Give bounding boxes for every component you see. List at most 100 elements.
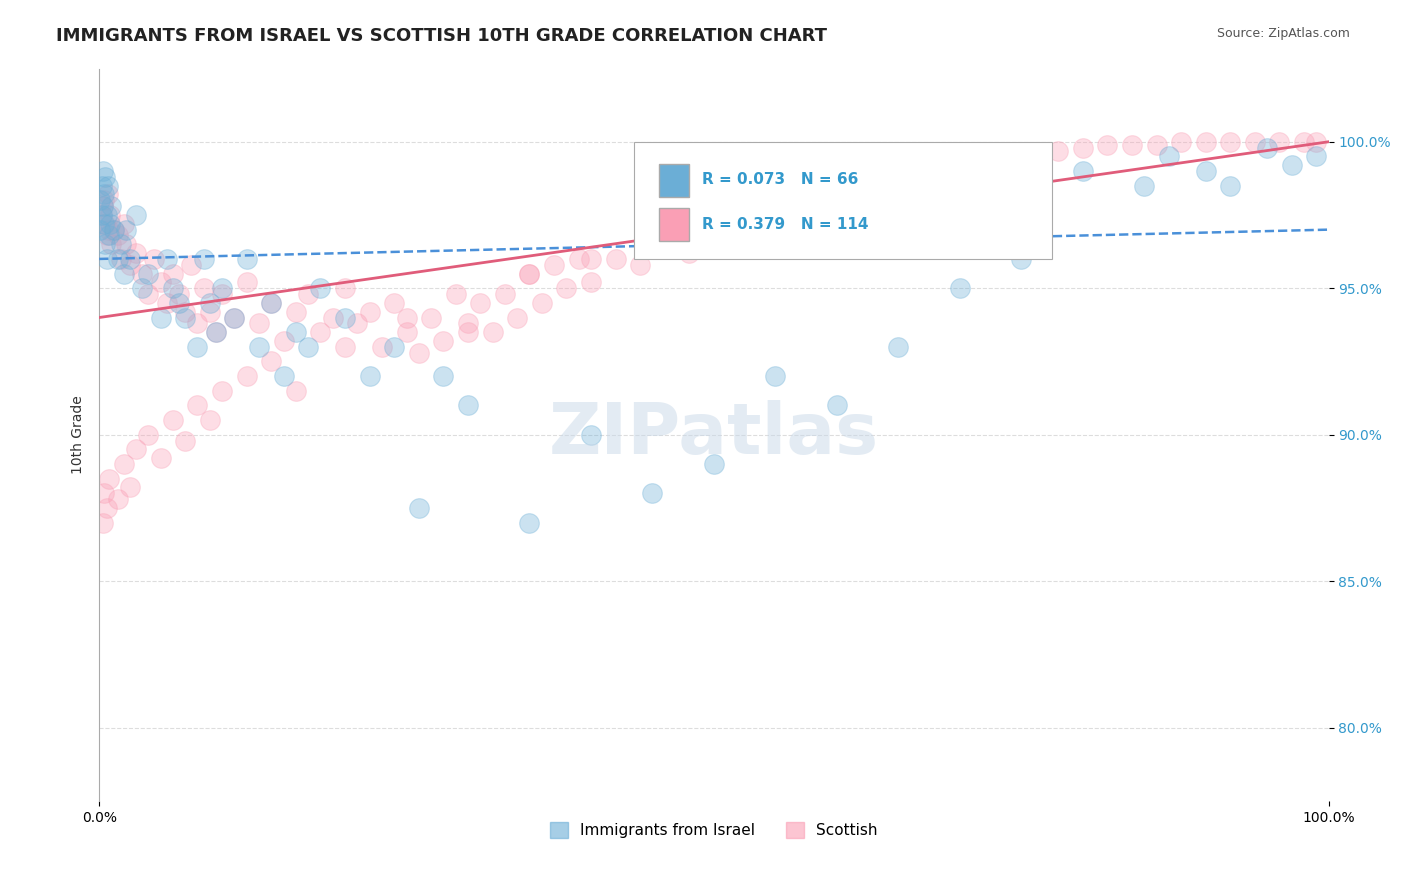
Point	[494, 287, 516, 301]
Point	[198, 304, 221, 318]
Point	[1010, 252, 1032, 266]
Point	[801, 199, 824, 213]
Point	[96, 252, 118, 266]
Point	[1097, 137, 1119, 152]
Point	[247, 317, 270, 331]
Point	[579, 427, 602, 442]
Point	[149, 276, 172, 290]
Point	[107, 492, 129, 507]
Point	[273, 369, 295, 384]
Point	[579, 276, 602, 290]
Point	[1281, 158, 1303, 172]
Point	[949, 158, 972, 172]
Point	[115, 222, 138, 236]
Point	[131, 267, 153, 281]
Point	[628, 258, 651, 272]
Point	[224, 310, 246, 325]
Point	[1219, 178, 1241, 193]
Point	[90, 178, 112, 193]
Point	[260, 296, 283, 310]
Point	[444, 287, 467, 301]
Point	[89, 194, 111, 208]
Point	[94, 217, 117, 231]
Point	[156, 296, 179, 310]
Point	[481, 325, 503, 339]
Point	[678, 246, 700, 260]
Point	[98, 222, 121, 236]
Point	[519, 267, 541, 281]
Point	[543, 258, 565, 272]
Point	[825, 194, 848, 208]
Point	[96, 500, 118, 515]
Text: R = 0.379   N = 114: R = 0.379 N = 114	[702, 217, 868, 232]
Point	[408, 500, 430, 515]
Point	[118, 480, 141, 494]
Point	[211, 287, 233, 301]
Point	[96, 208, 118, 222]
Point	[432, 334, 454, 348]
Point	[1268, 135, 1291, 149]
Point	[90, 208, 112, 222]
Point	[382, 296, 405, 310]
Bar	[658, 164, 689, 196]
Point	[125, 208, 148, 222]
Point	[205, 325, 228, 339]
Point	[97, 178, 120, 193]
Point	[97, 187, 120, 202]
Point	[825, 398, 848, 412]
Point	[90, 208, 112, 222]
Point	[89, 222, 111, 236]
Point	[333, 340, 356, 354]
Point	[519, 516, 541, 530]
Point	[851, 187, 873, 202]
Point	[1047, 144, 1070, 158]
Point	[703, 457, 725, 471]
Point	[1292, 135, 1315, 149]
Point	[654, 237, 676, 252]
Point	[149, 451, 172, 466]
Point	[98, 208, 121, 222]
Point	[205, 325, 228, 339]
Point	[162, 267, 184, 281]
Point	[156, 252, 179, 266]
Point	[186, 398, 208, 412]
Point	[752, 217, 775, 231]
Text: ZIPatlas: ZIPatlas	[548, 401, 879, 469]
Point	[91, 164, 114, 178]
Point	[107, 228, 129, 243]
Point	[186, 317, 208, 331]
Point	[167, 287, 190, 301]
Point	[1170, 135, 1192, 149]
Bar	[658, 208, 689, 241]
Point	[260, 296, 283, 310]
Point	[94, 169, 117, 184]
Point	[98, 228, 121, 243]
Point	[1071, 140, 1094, 154]
Point	[1121, 137, 1143, 152]
Point	[149, 310, 172, 325]
Point	[322, 310, 344, 325]
Point	[167, 296, 190, 310]
Point	[1157, 149, 1180, 163]
Point	[333, 281, 356, 295]
Point	[125, 442, 148, 457]
Point	[118, 258, 141, 272]
Point	[1305, 149, 1327, 163]
Point	[1244, 135, 1267, 149]
Point	[457, 325, 479, 339]
Point	[333, 310, 356, 325]
Point	[186, 340, 208, 354]
Point	[91, 199, 114, 213]
Text: IMMIGRANTS FROM ISRAEL VS SCOTTISH 10TH GRADE CORRELATION CHART: IMMIGRANTS FROM ISRAEL VS SCOTTISH 10TH …	[56, 27, 827, 45]
Point	[125, 246, 148, 260]
Point	[91, 516, 114, 530]
Point	[284, 325, 307, 339]
Point	[96, 228, 118, 243]
Point	[457, 398, 479, 412]
Point	[93, 187, 115, 202]
Point	[297, 340, 319, 354]
Point	[1195, 164, 1218, 178]
Legend: Immigrants from Israel, Scottish: Immigrants from Israel, Scottish	[544, 816, 884, 845]
Text: R = 0.073   N = 66: R = 0.073 N = 66	[702, 172, 858, 187]
Point	[110, 252, 132, 266]
